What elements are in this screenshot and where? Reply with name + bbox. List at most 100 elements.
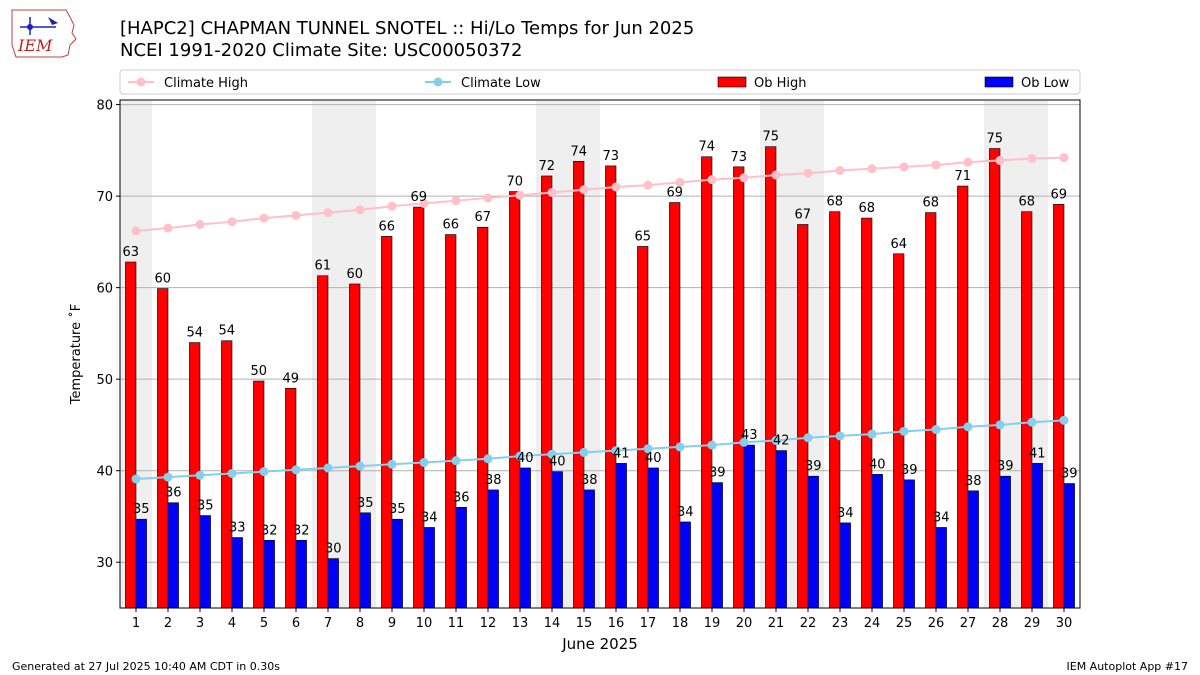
ob-low-label-27: 38 (965, 474, 982, 489)
ob-low-bar-30 (1063, 483, 1075, 609)
ob-low-bar-1 (135, 518, 147, 609)
ob-high-label-4: 54 (218, 324, 235, 339)
ob-low-label-14: 40 (549, 455, 566, 470)
ob-low-label-22: 39 (805, 459, 822, 474)
ob-low-label-12: 38 (485, 473, 502, 488)
ob-high-bar-20 (733, 166, 745, 609)
ob-high-label-5: 50 (250, 364, 267, 379)
ob-low-bar-15 (583, 489, 595, 609)
y-tick-label-50: 50 (96, 373, 113, 388)
climate-low-point-24 (867, 429, 877, 439)
iowa-outline-icon (11, 9, 77, 58)
climate-high-line (135, 156, 1065, 232)
ob-low-bar-14 (551, 471, 563, 609)
y-tick-label-40: 40 (96, 465, 113, 480)
climate-low-point-9 (387, 459, 397, 469)
legend: Climate High Climate Low Ob High Ob Low (119, 69, 1081, 95)
ob-high-bar-22 (797, 224, 809, 609)
ob-low-bar-19 (711, 482, 723, 609)
climate-low-point-22 (803, 433, 813, 443)
ob-low-label-25: 39 (901, 463, 918, 478)
ob-low-label-21: 42 (773, 434, 790, 449)
climate-high-point-9 (387, 201, 397, 211)
x-tick-label-20: 20 (736, 616, 753, 631)
climate-low-line (131, 415, 1069, 484)
ob-high-bar-18 (669, 202, 681, 609)
ob-high-bar-21 (765, 146, 777, 609)
ob-low-bar-13 (519, 467, 531, 609)
climate-high-point-20 (739, 173, 749, 183)
ob-high-bar-1 (125, 261, 137, 609)
ob-high-label-8: 60 (346, 267, 363, 282)
ob-high-bar-30 (1053, 204, 1065, 609)
y-tick-label-70: 70 (96, 190, 113, 205)
climate-high-point-5 (259, 213, 269, 223)
legend-ob-high-label: Ob High (754, 76, 807, 91)
ob-low-bar-29 (1031, 463, 1043, 609)
ob-high-bar-11 (445, 234, 457, 609)
climate-low-point-16 (611, 446, 621, 456)
legend-climate-low-marker (433, 77, 443, 87)
ob-low-bar-23 (839, 522, 851, 609)
x-tick-label-23: 23 (832, 616, 849, 631)
ob-high-label-26: 68 (922, 196, 939, 211)
ob-high-bar-24 (861, 217, 873, 609)
climate-low-point-17 (643, 444, 653, 454)
ob-high-label-10: 69 (410, 190, 427, 205)
climate-high-point-21 (771, 170, 781, 180)
climate-low-point-20 (739, 437, 749, 447)
ob-low-bar-3 (199, 515, 211, 609)
ob-high-bar-7 (317, 275, 329, 609)
x-tick-label-26: 26 (928, 616, 945, 631)
climate-high-line (131, 153, 1069, 236)
ob-low-label-13: 40 (517, 451, 534, 466)
ob-high-bar-27 (957, 185, 969, 609)
x-tick-label-22: 22 (800, 616, 817, 631)
climate-high-point-14 (547, 187, 557, 197)
x-tick-label-5: 5 (260, 616, 268, 631)
ob-low-label-1: 35 (133, 502, 150, 517)
ob-high-bar-6 (285, 388, 297, 609)
climate-high-point-11 (451, 196, 461, 206)
ob-low-bar-10 (423, 527, 435, 609)
climate-low-point-7 (323, 463, 333, 473)
x-tick-label-1: 1 (132, 616, 140, 631)
ob-low-bar-21 (775, 450, 787, 609)
ob-low-label-26: 34 (933, 510, 950, 525)
ob-high-label-22: 67 (794, 207, 811, 222)
plot-frame (119, 99, 1081, 609)
x-tick-label-7: 7 (324, 616, 332, 631)
chart-subtitle: NCEI 1991-2020 Climate Site: USC00050372 (120, 40, 523, 61)
climate-high-point-2 (163, 223, 173, 233)
ob-high-label-19: 74 (698, 140, 715, 155)
ob-low-bar-20 (743, 444, 755, 609)
legend-climate-high-marker (136, 77, 146, 87)
ob-high-label-27: 71 (954, 169, 971, 184)
climate-low-point-12 (483, 454, 493, 464)
legend-climate-low-label: Climate Low (461, 76, 541, 91)
ob-low-label-20: 43 (741, 428, 758, 443)
ob-low-label-23: 34 (837, 506, 854, 521)
climate-high-point-10 (419, 198, 429, 208)
ob-high-label-12: 67 (474, 210, 491, 225)
ob-high-bar-13 (509, 191, 521, 609)
x-axis-label: June 2025 (561, 635, 638, 653)
ob-low-label-11: 36 (453, 490, 470, 505)
x-tick-label-4: 4 (228, 616, 236, 631)
ob-high-bar-10 (413, 206, 425, 609)
x-tick-label-14: 14 (544, 616, 561, 631)
ob-low-bar-11 (455, 507, 467, 609)
climate-high-point-26 (931, 160, 941, 170)
x-tick-label-18: 18 (672, 616, 689, 631)
climate-high-point-3 (195, 219, 205, 229)
climate-low-point-11 (451, 456, 461, 466)
ob-low-label-7: 30 (325, 542, 342, 557)
climate-high-point-12 (483, 193, 493, 203)
ob-high-bar-28 (989, 148, 1001, 609)
climate-high-point-23 (835, 165, 845, 175)
ob-low-bar-7 (327, 558, 339, 609)
ob-low-bar-8 (359, 512, 371, 609)
ob-low-label-10: 34 (421, 510, 438, 525)
climate-low-point-18 (675, 442, 685, 452)
